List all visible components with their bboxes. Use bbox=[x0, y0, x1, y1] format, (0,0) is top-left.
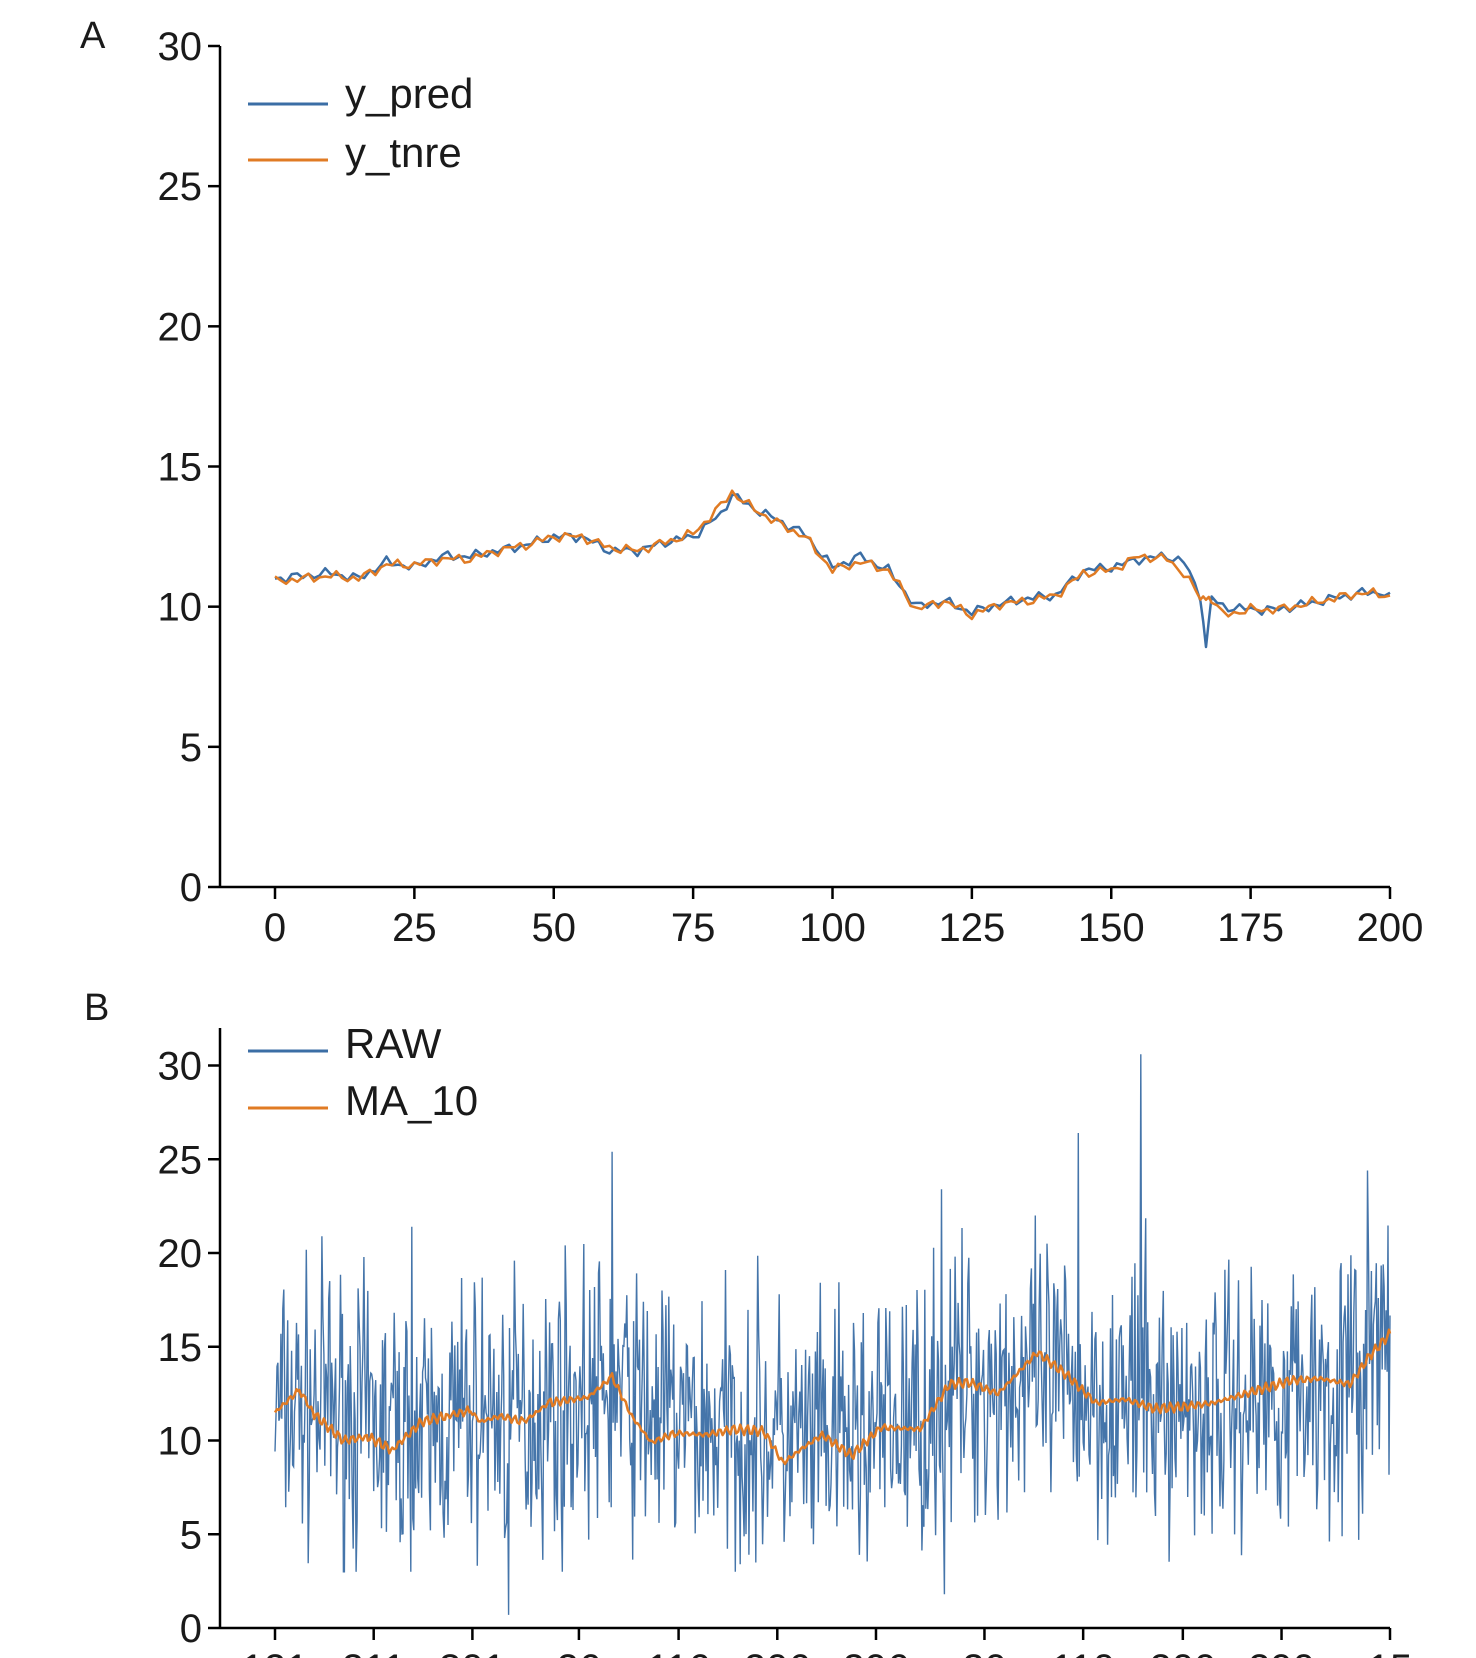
x-tick-label: 200 bbox=[1357, 906, 1424, 950]
plot-area-b bbox=[273, 1054, 1392, 1615]
x-tick-label: 50 bbox=[532, 906, 577, 950]
x-tick-label: 150 bbox=[1078, 906, 1145, 950]
y-tick-label: 0 bbox=[180, 1607, 202, 1651]
x-tick-label: 25 bbox=[392, 906, 437, 950]
y-tick-label: 20 bbox=[158, 1232, 203, 1276]
series-line-y-tnre bbox=[274, 489, 1391, 621]
x-tick-label: 200 bbox=[1149, 1647, 1216, 1658]
plot-area-a bbox=[274, 489, 1391, 649]
y-tick-label: 5 bbox=[180, 726, 202, 770]
chart-panel-b: B 0 5 10 15 20 25 30 121 211 301 26 116 206 296 20 110 2… bbox=[84, 987, 1412, 1658]
x-tick-label: 301 bbox=[439, 1647, 506, 1658]
panel-label-a: A bbox=[80, 15, 106, 57]
chart-panel-a: A 0 5 10 15 20 25 30 0 25 50 75 100 125 150 175 200 y_p… bbox=[80, 15, 1423, 950]
x-tick-label: 211 bbox=[342, 1647, 406, 1658]
y-tick-label: 25 bbox=[158, 1138, 203, 1182]
legend-a: y_pred y_tnre bbox=[248, 70, 473, 176]
x-tick-label: 290 bbox=[1248, 1647, 1315, 1658]
x-tick-label: 121 bbox=[242, 1647, 309, 1658]
legend-label-raw: RAW bbox=[345, 1020, 442, 1067]
y-tick-label: 15 bbox=[158, 446, 203, 490]
y-tick-label: 30 bbox=[158, 25, 203, 69]
x-tick-label: 206 bbox=[744, 1647, 811, 1658]
x-tick-label: 125 bbox=[939, 906, 1006, 950]
axes-a: 0 5 10 15 20 25 30 0 25 50 75 100 125 150 175 200 bbox=[158, 25, 1424, 950]
y-tick-label: 10 bbox=[158, 1420, 203, 1464]
y-tick-label: 30 bbox=[158, 1045, 203, 1089]
x-tick-label: 75 bbox=[671, 906, 716, 950]
x-tick-label: 296 bbox=[843, 1647, 910, 1658]
legend-label-ma-10: MA_10 bbox=[345, 1077, 478, 1124]
legend-label-y-tnre: y_tnre bbox=[345, 129, 462, 176]
x-tick-label: 100 bbox=[799, 906, 866, 950]
x-tick-label: 26 bbox=[557, 1647, 602, 1658]
x-tick-label: 110 bbox=[1051, 1647, 1115, 1658]
y-tick-label: 0 bbox=[180, 866, 202, 910]
y-tick-label: 5 bbox=[180, 1513, 202, 1557]
y-tick-label: 25 bbox=[158, 165, 203, 209]
legend-label-y-pred: y_pred bbox=[345, 70, 473, 117]
y-tick-label: 20 bbox=[158, 305, 203, 349]
axes-b: 0 5 10 15 20 25 30 121 211 301 26 116 206 296 20 110 200… bbox=[158, 1028, 1413, 1658]
series-line-ma-10 bbox=[273, 1328, 1392, 1466]
panel-label-b: B bbox=[84, 987, 109, 1029]
series-line-raw bbox=[274, 1054, 1391, 1615]
x-tick-label: 20 bbox=[962, 1647, 1007, 1658]
y-tick-label: 10 bbox=[158, 586, 203, 630]
x-tick-label: 175 bbox=[1217, 906, 1284, 950]
y-tick-label: 15 bbox=[158, 1326, 203, 1370]
legend-b: RAW MA_10 bbox=[248, 1020, 478, 1124]
x-tick-label: 15 bbox=[1368, 1647, 1413, 1658]
x-tick-label: 116 bbox=[647, 1647, 711, 1658]
x-tick-label: 0 bbox=[264, 906, 286, 950]
